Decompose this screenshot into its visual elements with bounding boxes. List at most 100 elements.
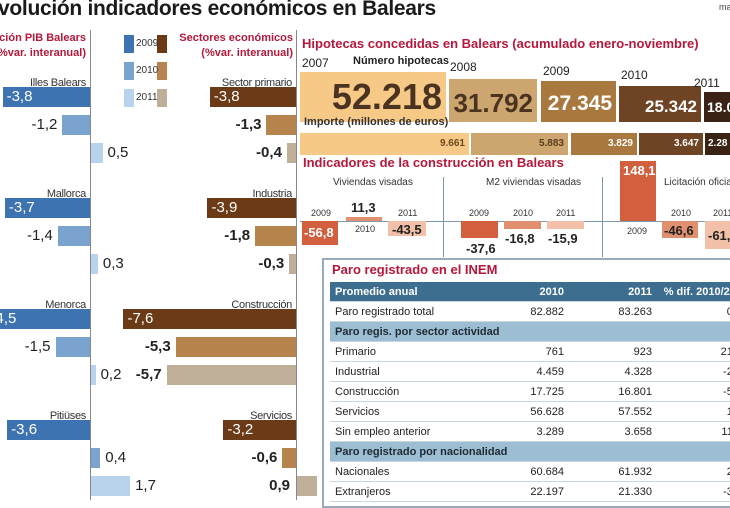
group-label: Industria <box>252 188 293 200</box>
bar-value: 148,1 <box>623 163 656 178</box>
numero-hipotecas-label: Número hipotecas <box>353 55 449 67</box>
importe-bar-2010: 3.647 <box>639 133 703 155</box>
bar-value-label: -0,3 <box>258 255 285 272</box>
hipotecas-title: Hipotecas concedidas en Balears (acumula… <box>302 36 699 51</box>
table-cell: 60.684 <box>530 466 564 478</box>
table-header: Promedio anual 2010 2011 % dif. 2010/201 <box>330 282 730 302</box>
bar-value-label: -1,5 <box>24 338 51 355</box>
sectores-chart-title: Sectores económicos (%var. interanual) <box>179 31 293 61</box>
importe-bar-2011: 2.28 <box>705 133 730 155</box>
bar-value-label: 0,9 <box>269 477 290 494</box>
table-cell: Servicios <box>335 406 380 418</box>
bar-year: 2011 <box>398 208 418 218</box>
bar-year: 2010 <box>671 208 692 218</box>
table-cell: Nacionales <box>335 466 390 478</box>
table-cell: Sin empleo anterior <box>335 426 431 438</box>
hipotecas-value: 27.345 <box>547 92 612 115</box>
pib-chart-title: imación PIB Balears (%var. interanual) <box>0 31 86 61</box>
corner-text: ma <box>719 2 730 12</box>
bar-value: -43,5 <box>392 222 422 237</box>
table-cell: 82.882 <box>530 306 564 318</box>
hipotecas-value: 31.792 <box>453 88 533 118</box>
table-cell: 923 <box>633 346 652 358</box>
table-cell: Paro registrado total <box>335 306 435 318</box>
legend-swatch-brown <box>157 62 167 80</box>
importe-bar-2009: 3.829 <box>571 133 637 155</box>
sector-bar-2011 <box>297 476 318 496</box>
table-cell: 3.289 <box>536 426 564 438</box>
pib-bar-2009 <box>4 198 90 218</box>
hipotecas-year: 2007 <box>302 56 329 70</box>
table-cell: 3.658 <box>624 426 652 438</box>
panel-title: M2 viviendas visadas <box>486 177 582 188</box>
bar-value-label: -3,8 <box>213 88 240 105</box>
table-cell: 16.801 <box>618 386 652 398</box>
table-subheader: Paro regis. por sector actividad <box>330 322 730 342</box>
hipotecas-bar-2008 <box>449 79 537 122</box>
m2-bar-2011 <box>547 221 584 229</box>
hipotecas-bar-2007 <box>300 72 446 122</box>
group-label: Servicios <box>250 410 292 422</box>
table-cell: -3,9 <box>723 486 730 498</box>
table-cell: -5,2 <box>723 386 730 398</box>
bar-year: 2010 <box>513 208 534 218</box>
table-cell: Paro registrado por nacionalidad <box>335 446 508 458</box>
pib-bar-2011 <box>91 365 96 385</box>
sector-bar-2009 <box>209 87 296 107</box>
table-row: Sin empleo anterior 3.289 3.658 11,2 <box>330 422 730 442</box>
legend-swatch-brown <box>157 89 167 107</box>
hipotecas-bar-2009 <box>541 81 616 122</box>
hipotecas-year: 2010 <box>621 68 648 82</box>
legend-swatch-blue <box>124 35 134 53</box>
legend-swatch-blue <box>124 62 134 80</box>
table-cell: 21,3 <box>720 346 730 358</box>
pib-title: imación PIB Balears <box>0 32 86 44</box>
bar-year: 2010 <box>355 224 376 234</box>
group-label: Illes Balears <box>29 77 86 89</box>
table-row: Construcción 17.725 16.801 -5,2 <box>330 382 730 402</box>
hipotecas-year: 2009 <box>543 64 570 78</box>
sector-bar-2010 <box>175 337 296 357</box>
table-cell: Construcción <box>335 386 400 398</box>
bar-value-label: -3,9 <box>211 199 238 216</box>
page-title: volución indicadores económicos en Balea… <box>0 0 436 20</box>
bar-value-label: 0,2 <box>100 366 122 383</box>
bar-value-label: -5,3 <box>144 338 171 355</box>
bar-value-label: 0,3 <box>102 255 124 272</box>
panel-title: Licitación oficial <box>664 177 730 188</box>
sector-bar-2009 <box>123 309 296 329</box>
viviendas-bar-2009 <box>302 221 338 245</box>
bar-value-label: -3,2 <box>227 421 254 438</box>
bar-value-label: -1,4 <box>26 227 53 244</box>
table-cell: Paro regis. por sector actividad <box>335 326 500 338</box>
bar-value: -61, <box>708 228 730 243</box>
table-row: Industrial 4.459 4.328 -2,9 <box>330 362 730 382</box>
panel-title: Viviendas visadas <box>333 177 413 188</box>
bar-year: 2011 <box>713 208 730 218</box>
bar-value-label: 0,4 <box>105 449 127 466</box>
pib-bar-2010 <box>55 337 90 357</box>
table-cell: 22.197 <box>530 486 564 498</box>
table-row: Nacionales 60.684 61.932 2,1 <box>330 462 730 482</box>
licitacion-bar-2009 <box>620 161 656 221</box>
pib-bar-2009 <box>7 420 90 440</box>
legend-label: 2010 <box>136 65 159 76</box>
importe-label: Importe (millones de euros) <box>304 116 449 128</box>
bar-value-label: -0,4 <box>256 144 282 161</box>
hipotecas-year: 2008 <box>450 60 477 74</box>
bar-year: 2009 <box>627 226 648 236</box>
construccion-title: Indicadores de la construcción en Balear… <box>303 155 564 170</box>
table-title: Paro registrado en el INEM <box>332 262 498 277</box>
bar-value-label: -7,6 <box>127 310 154 327</box>
table-cell: Extranjeros <box>335 486 391 498</box>
hipotecas-value: 25.342 <box>645 97 697 116</box>
legend-label: 2011 <box>136 92 158 103</box>
pib-bar-2011 <box>91 143 103 163</box>
table-subheader: Paro registrado por nacionalidad <box>330 442 730 462</box>
paro-table: Paro registrado en el INEM Promedio anua… <box>322 258 730 508</box>
table-cell: 761 <box>545 346 564 358</box>
pib-bar-2010 <box>57 226 90 246</box>
table-cell: 2,1 <box>726 466 730 478</box>
group-label: Pitiüses <box>49 410 86 422</box>
hipotecas-bar-2011 <box>704 92 730 122</box>
